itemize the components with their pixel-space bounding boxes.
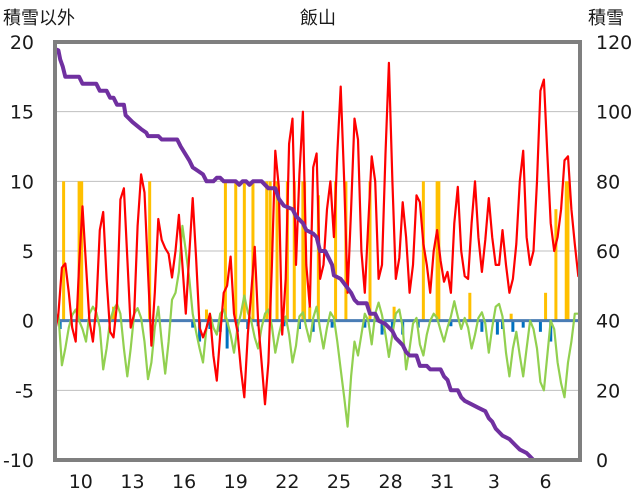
- bar-positive: [204, 309, 208, 321]
- bar-positive: [292, 181, 296, 321]
- x-tick-label: 19: [224, 471, 248, 493]
- bar-positive: [554, 209, 558, 321]
- bar-positive: [148, 181, 152, 321]
- y-right-tick-label: 100: [596, 102, 632, 124]
- bar-positive: [566, 181, 570, 321]
- y-right-tick-label: 120: [596, 32, 632, 54]
- bar-positive: [223, 181, 227, 321]
- bar-positive: [275, 181, 279, 321]
- y-right-tick-label: 80: [596, 171, 620, 193]
- bar-positive: [242, 181, 246, 321]
- bar-negative: [225, 320, 229, 349]
- bar-positive: [368, 181, 372, 321]
- plot-frame: [53, 40, 582, 462]
- bar-negative: [511, 320, 515, 332]
- bar-positive: [421, 181, 425, 321]
- x-tick-label: 31: [430, 471, 454, 493]
- bar-positive: [112, 306, 116, 321]
- y-right-tick-label: 60: [596, 241, 620, 263]
- bar-negative: [330, 320, 334, 328]
- x-tick-label: 10: [69, 471, 93, 493]
- x-tick-label: 28: [379, 471, 403, 493]
- bar-positive: [564, 181, 568, 321]
- y-left-tick-label: 10: [10, 171, 34, 193]
- x-tick-label: 22: [275, 471, 299, 493]
- bar-negative: [191, 320, 195, 328]
- series-second-line: [53, 224, 580, 428]
- bar-positive: [80, 181, 84, 321]
- y-left-tick-label: -5: [15, 380, 34, 402]
- bar-positive: [435, 181, 439, 321]
- chart-title: 飯山: [300, 8, 336, 29]
- bar-negative: [311, 320, 315, 332]
- x-tick-label: 25: [327, 471, 351, 493]
- y-right-tick-label: 20: [596, 380, 620, 402]
- x-tick-label: 3: [488, 471, 500, 493]
- bar-positive: [265, 181, 269, 321]
- bar-positive: [251, 181, 255, 321]
- bar-positive: [234, 181, 238, 321]
- bar-positive: [334, 181, 338, 321]
- bar-negative: [480, 320, 484, 332]
- bar-positive: [468, 292, 472, 321]
- bar-positive: [544, 292, 548, 321]
- bar-positive: [308, 306, 312, 321]
- series-snow-depth: [53, 47, 582, 462]
- y-left-tick-label: 5: [22, 241, 34, 263]
- bar-negative: [538, 320, 542, 332]
- bar-positive: [303, 181, 307, 321]
- bar-positive: [62, 181, 66, 321]
- left-axis-ticks: 20 15 10 5 0 -5 -10: [3, 32, 34, 472]
- y-left-tick-label: 0: [22, 311, 34, 333]
- bar-positive: [509, 313, 513, 321]
- series-lines: [53, 47, 582, 462]
- right-axis-title: 積雪: [588, 8, 624, 29]
- y-right-tick-label: 40: [596, 311, 620, 333]
- bar-negative: [390, 320, 394, 330]
- bar-positive: [268, 181, 272, 321]
- bar-negative: [521, 320, 525, 328]
- y-left-tick-label: 15: [10, 102, 34, 124]
- bar-negative: [198, 320, 202, 342]
- series-temperature: [53, 61, 580, 406]
- bar-positive: [301, 181, 305, 321]
- left-axis-title: 積雪以外: [3, 8, 75, 29]
- x-tick-label: 6: [540, 471, 552, 493]
- x-tick-label: 16: [172, 471, 196, 493]
- bar-negative: [380, 320, 384, 335]
- y-left-tick-label: 20: [10, 32, 34, 54]
- x-axis-ticks: 10 13 16 19 22 25 28 31 3 6: [69, 471, 552, 493]
- bar-negative: [449, 320, 453, 327]
- bar-negative: [363, 320, 367, 328]
- x-tick-label: 13: [120, 471, 144, 493]
- bar-positive: [316, 195, 320, 321]
- y-right-tick-label: 0: [596, 450, 608, 472]
- bar-negative: [495, 320, 499, 335]
- right-axis-ticks: 120 100 80 60 40 20 0: [596, 32, 632, 472]
- y-left-tick-label: -10: [3, 450, 34, 472]
- bar-positive: [392, 306, 396, 321]
